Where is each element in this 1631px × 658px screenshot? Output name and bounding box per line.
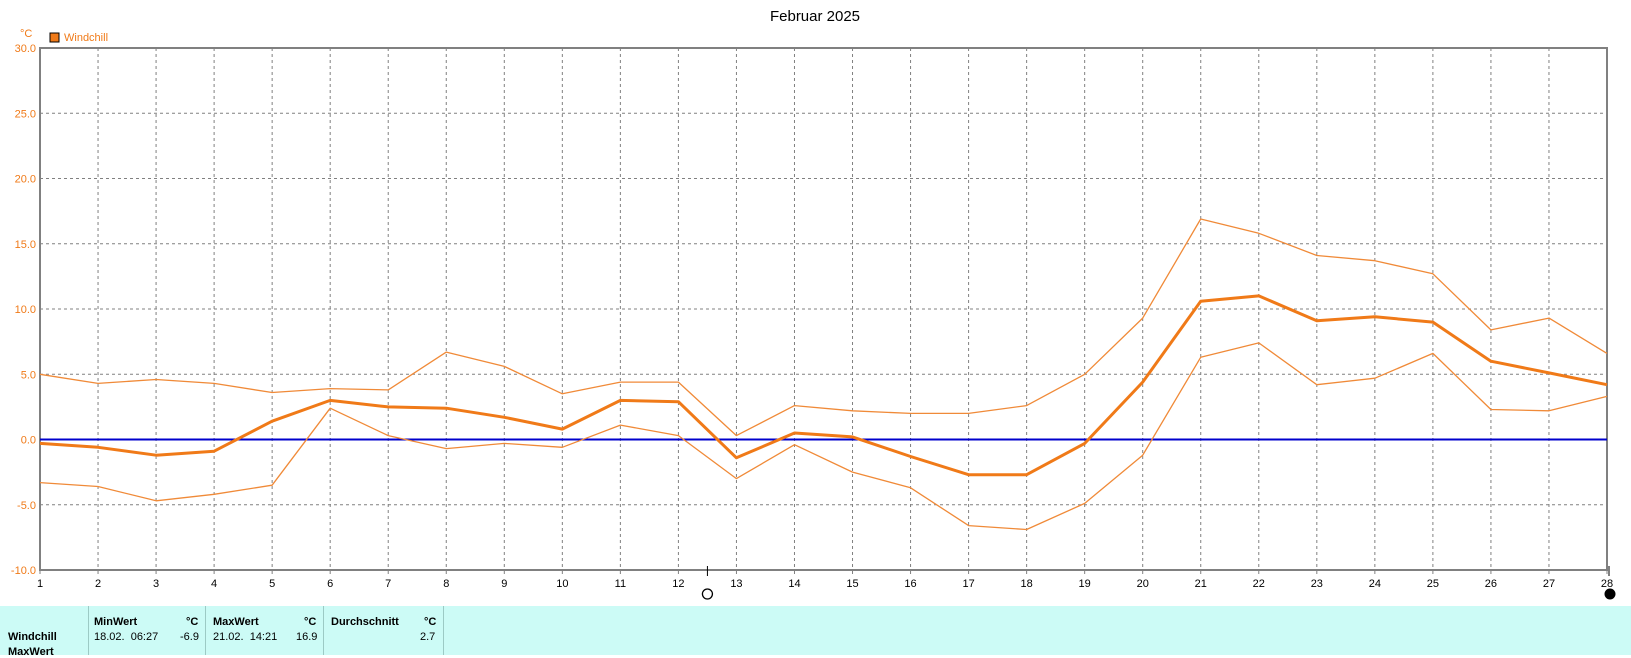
x-tick-label: 22: [1253, 578, 1265, 590]
chart-title: Februar 2025: [770, 8, 860, 25]
y-tick-label: 20.0: [15, 174, 36, 186]
x-tick-label: 8: [443, 578, 449, 590]
new-moon-icon: [1604, 588, 1616, 600]
y-tick-label: -10.0: [11, 565, 36, 577]
min-datetime: 18.02. 06:27: [94, 631, 159, 643]
max-value: 16.9: [296, 631, 318, 643]
max-datetime: 21.02. 14:21: [213, 631, 278, 643]
y-axis-unit: °C: [20, 28, 32, 40]
legend-label: Windchill: [64, 32, 108, 44]
windchill-chart: Februar 2025 °C Windchill 30.025.020.015…: [11, 8, 1616, 600]
stats-row-label: Windchill: [8, 631, 57, 643]
x-tick-label: 15: [846, 578, 858, 590]
x-tick-label: 25: [1427, 578, 1439, 590]
x-tick-label: 11: [615, 578, 626, 590]
series-line-mean: [39, 294, 1608, 477]
x-tick-label: 9: [501, 578, 507, 590]
x-tick-label: 23: [1311, 578, 1323, 590]
y-tick-label: 15.0: [15, 239, 36, 251]
y-tick-label: 10.0: [15, 304, 36, 316]
x-tick-label: 19: [1079, 578, 1091, 590]
x-tick-label: 4: [211, 578, 217, 590]
x-tick-label: 12: [672, 578, 684, 590]
max-header: MaxWert: [213, 616, 259, 628]
x-tick-label: 3: [153, 578, 159, 590]
x-tick-label: 28: [1601, 578, 1613, 590]
y-tick-label: 25.0: [15, 108, 36, 120]
y-tick-label: -5.0: [17, 500, 36, 512]
avg-value: 2.7: [420, 631, 436, 643]
x-tick-label: 5: [269, 578, 275, 590]
avg-header: Durchschnitt: [331, 616, 399, 628]
x-tick-label: 20: [1137, 578, 1149, 590]
min-header: MinWert: [94, 616, 138, 628]
x-tick-label: 14: [788, 578, 800, 590]
x-tick-label: 7: [385, 578, 391, 590]
statistics-table: Windchill MaxWert MinWert °C 18.02. 06:2…: [0, 606, 1631, 658]
y-tick-label: 30.0: [15, 43, 36, 55]
series-line-max: [39, 218, 1608, 437]
x-tick-label: 10: [556, 578, 568, 590]
x-tick-label: 26: [1485, 578, 1497, 590]
max-unit: °C: [304, 616, 317, 628]
avg-unit: °C: [424, 616, 437, 628]
x-tick-label: 21: [1195, 578, 1207, 590]
x-tick-label: 13: [730, 578, 742, 590]
min-value: -6.9: [180, 631, 199, 643]
x-tick-label: 2: [95, 578, 101, 590]
y-tick-label: 5.0: [21, 369, 36, 381]
x-tick-label: 1: [37, 578, 43, 590]
x-tick-label: 18: [1021, 578, 1033, 590]
series-line-min: [39, 342, 1608, 531]
x-tick-label: 16: [904, 578, 916, 590]
y-tick-label: 0.0: [21, 435, 36, 447]
x-tick-label: 27: [1543, 578, 1555, 590]
x-tick-label: 24: [1369, 578, 1381, 590]
x-tick-label: 6: [327, 578, 333, 590]
full-moon-icon: [701, 588, 714, 600]
legend-swatch: [49, 32, 60, 43]
stats-row-label-2: MaxWert: [8, 646, 54, 658]
min-unit: °C: [186, 616, 199, 628]
x-tick-label: 17: [962, 578, 974, 590]
